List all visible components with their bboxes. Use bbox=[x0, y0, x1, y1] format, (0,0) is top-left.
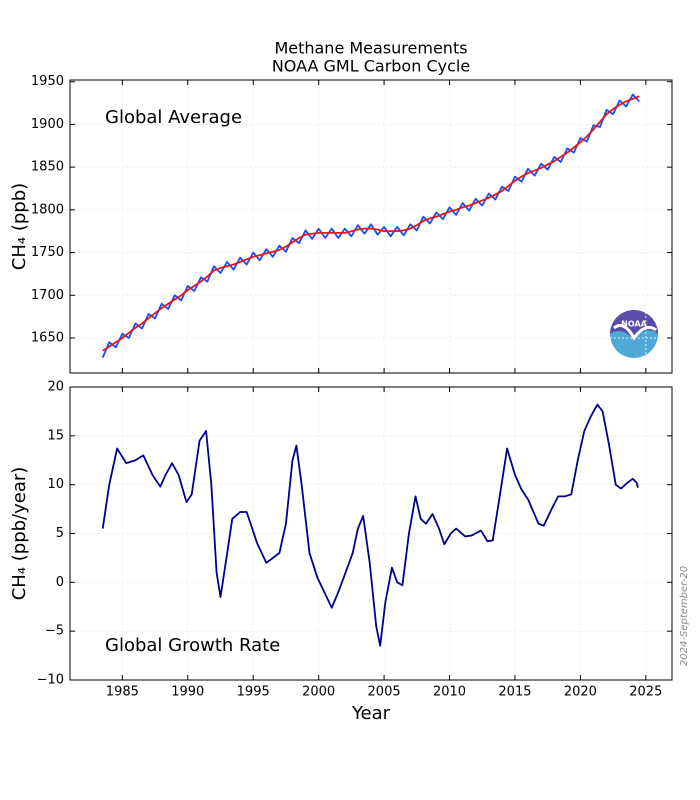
date-stamp: 2024-September-20 bbox=[679, 566, 690, 666]
x-axis-label: Year bbox=[351, 703, 391, 724]
x-tick-label: 1990 bbox=[171, 685, 204, 700]
y-tick-label: 1800 bbox=[31, 202, 64, 217]
x-tick-label: 2005 bbox=[368, 685, 401, 700]
x-tick-label: 2015 bbox=[498, 685, 531, 700]
y-tick-label: −10 bbox=[37, 673, 64, 688]
y-tick-label: 20 bbox=[47, 380, 64, 395]
y-tick-label: 1950 bbox=[31, 74, 64, 89]
y-axis-label: CH₄ (ppb/year) bbox=[9, 467, 30, 601]
y-tick-label: 5 bbox=[56, 526, 64, 541]
y-tick-label: 1850 bbox=[31, 160, 64, 175]
annotation: Global Average bbox=[105, 107, 242, 128]
noaa-logo: NOAA bbox=[610, 310, 658, 358]
x-tick-label: 2020 bbox=[564, 685, 597, 700]
x-tick-label: 2000 bbox=[302, 685, 335, 700]
plot-frame bbox=[69, 79, 673, 374]
y-tick-label: 1650 bbox=[31, 330, 64, 345]
y-tick-label: 1900 bbox=[31, 117, 64, 132]
data-line bbox=[102, 95, 640, 352]
plot-frame bbox=[69, 386, 673, 681]
x-tick-label: 2010 bbox=[433, 685, 466, 700]
y-axis-label: CH₄ (ppb) bbox=[9, 183, 30, 270]
y-tick-label: 1700 bbox=[31, 288, 64, 303]
x-tick-label: 2025 bbox=[629, 685, 662, 700]
y-tick-label: −5 bbox=[45, 624, 64, 639]
data-line bbox=[101, 93, 640, 358]
y-tick-label: 0 bbox=[56, 575, 64, 590]
y-tick-label: 1750 bbox=[31, 245, 64, 260]
x-tick-label: 1985 bbox=[106, 685, 139, 700]
logo-text: NOAA bbox=[621, 320, 647, 329]
y-tick-label: 15 bbox=[47, 428, 64, 443]
x-tick-label: 1995 bbox=[237, 685, 270, 700]
subtitle: NOAA GML Carbon Cycle bbox=[272, 57, 470, 76]
annotation: Global Growth Rate bbox=[105, 635, 280, 656]
data-line bbox=[101, 403, 639, 647]
title: Methane Measurements bbox=[274, 39, 467, 58]
y-tick-label: 10 bbox=[47, 477, 64, 492]
